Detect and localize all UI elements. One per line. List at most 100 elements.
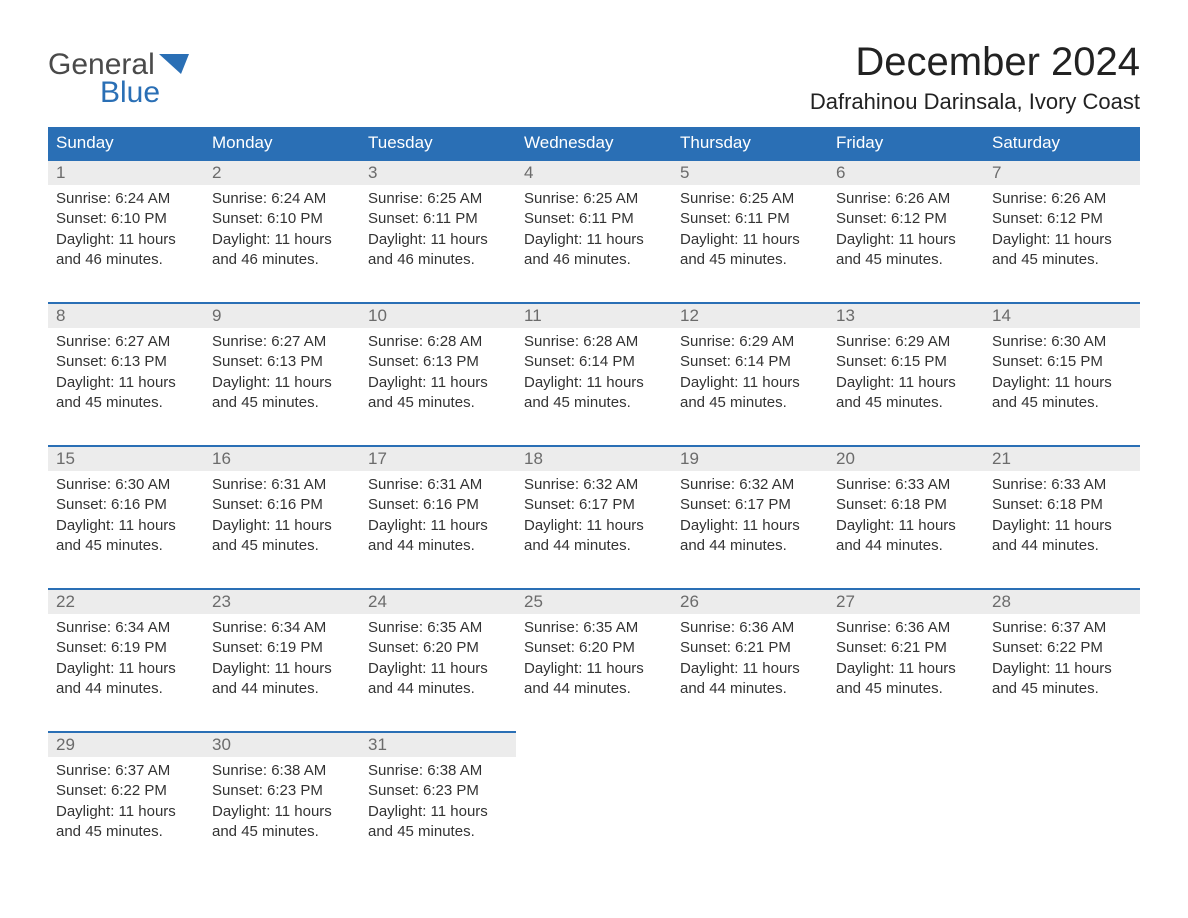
day-cell: 19Sunrise: 6:32 AMSunset: 6:17 PMDayligh… [672, 446, 828, 567]
week-row: 1Sunrise: 6:24 AMSunset: 6:10 PMDaylight… [48, 160, 1140, 281]
day-cell: 12Sunrise: 6:29 AMSunset: 6:14 PMDayligh… [672, 303, 828, 424]
day-sunrise: Sunrise: 6:27 AM [212, 332, 352, 352]
day-cell: 25Sunrise: 6:35 AMSunset: 6:20 PMDayligh… [516, 589, 672, 710]
day-sunrise: Sunrise: 6:31 AM [368, 475, 508, 495]
day-body: Sunrise: 6:38 AMSunset: 6:23 PMDaylight:… [204, 757, 360, 853]
day-body: Sunrise: 6:26 AMSunset: 6:12 PMDaylight:… [828, 185, 984, 281]
day-sunset: Sunset: 6:18 PM [992, 495, 1132, 515]
day-number: 17 [360, 447, 516, 471]
day-number: 24 [360, 590, 516, 614]
day-sunrise: Sunrise: 6:35 AM [368, 618, 508, 638]
day-cell: 20Sunrise: 6:33 AMSunset: 6:18 PMDayligh… [828, 446, 984, 567]
day-day1: Daylight: 11 hours [524, 516, 664, 536]
day-day2: and 46 minutes. [56, 250, 196, 270]
day-day1: Daylight: 11 hours [212, 230, 352, 250]
day-number: 20 [828, 447, 984, 471]
day-sunset: Sunset: 6:18 PM [836, 495, 976, 515]
day-body: Sunrise: 6:28 AMSunset: 6:14 PMDaylight:… [516, 328, 672, 424]
week-spacer [48, 710, 1140, 732]
day-day1: Daylight: 11 hours [836, 659, 976, 679]
day-cell: 7Sunrise: 6:26 AMSunset: 6:12 PMDaylight… [984, 160, 1140, 281]
day-sunrise: Sunrise: 6:32 AM [524, 475, 664, 495]
day-body: Sunrise: 6:33 AMSunset: 6:18 PMDaylight:… [984, 471, 1140, 567]
day-number: 23 [204, 590, 360, 614]
day-day1: Daylight: 11 hours [524, 373, 664, 393]
day-sunset: Sunset: 6:17 PM [524, 495, 664, 515]
day-body: Sunrise: 6:31 AMSunset: 6:16 PMDaylight:… [360, 471, 516, 567]
day-sunrise: Sunrise: 6:25 AM [524, 189, 664, 209]
dow-row: SundayMondayTuesdayWednesdayThursdayFrid… [48, 127, 1140, 160]
day-number: 28 [984, 590, 1140, 614]
day-number: 8 [48, 304, 204, 328]
day-sunset: Sunset: 6:12 PM [836, 209, 976, 229]
day-body: Sunrise: 6:34 AMSunset: 6:19 PMDaylight:… [204, 614, 360, 710]
day-day1: Daylight: 11 hours [836, 230, 976, 250]
day-day2: and 45 minutes. [56, 536, 196, 556]
day-sunset: Sunset: 6:21 PM [836, 638, 976, 658]
day-cell: 3Sunrise: 6:25 AMSunset: 6:11 PMDaylight… [360, 160, 516, 281]
day-sunset: Sunset: 6:15 PM [836, 352, 976, 372]
logo-word-blue: Blue [100, 76, 160, 110]
week-spacer [48, 424, 1140, 446]
day-number: 26 [672, 590, 828, 614]
day-number: 13 [828, 304, 984, 328]
title-block: December 2024 Dafrahinou Darinsala, Ivor… [810, 40, 1140, 115]
day-number: 5 [672, 161, 828, 185]
day-number: 29 [48, 733, 204, 757]
day-cell: 2Sunrise: 6:24 AMSunset: 6:10 PMDaylight… [204, 160, 360, 281]
day-body: Sunrise: 6:25 AMSunset: 6:11 PMDaylight:… [516, 185, 672, 281]
day-day1: Daylight: 11 hours [368, 373, 508, 393]
day-day1: Daylight: 11 hours [56, 659, 196, 679]
day-cell: 10Sunrise: 6:28 AMSunset: 6:13 PMDayligh… [360, 303, 516, 424]
day-sunrise: Sunrise: 6:25 AM [368, 189, 508, 209]
day-day1: Daylight: 11 hours [836, 373, 976, 393]
day-body: Sunrise: 6:25 AMSunset: 6:11 PMDaylight:… [360, 185, 516, 281]
day-number: 6 [828, 161, 984, 185]
day-cell: 17Sunrise: 6:31 AMSunset: 6:16 PMDayligh… [360, 446, 516, 567]
day-day2: and 45 minutes. [836, 393, 976, 413]
day-day1: Daylight: 11 hours [56, 516, 196, 536]
day-sunrise: Sunrise: 6:34 AM [56, 618, 196, 638]
day-day1: Daylight: 11 hours [212, 516, 352, 536]
day-number: 3 [360, 161, 516, 185]
day-body: Sunrise: 6:32 AMSunset: 6:17 PMDaylight:… [516, 471, 672, 567]
day-day1: Daylight: 11 hours [524, 659, 664, 679]
day-day2: and 44 minutes. [836, 536, 976, 556]
day-day1: Daylight: 11 hours [524, 230, 664, 250]
day-body: Sunrise: 6:24 AMSunset: 6:10 PMDaylight:… [48, 185, 204, 281]
day-day1: Daylight: 11 hours [212, 802, 352, 822]
day-sunset: Sunset: 6:11 PM [524, 209, 664, 229]
day-cell: 28Sunrise: 6:37 AMSunset: 6:22 PMDayligh… [984, 589, 1140, 710]
day-sunset: Sunset: 6:19 PM [212, 638, 352, 658]
day-body: Sunrise: 6:37 AMSunset: 6:22 PMDaylight:… [984, 614, 1140, 710]
day-cell: 5Sunrise: 6:25 AMSunset: 6:11 PMDaylight… [672, 160, 828, 281]
day-day2: and 44 minutes. [992, 536, 1132, 556]
day-sunset: Sunset: 6:14 PM [524, 352, 664, 372]
day-sunrise: Sunrise: 6:30 AM [56, 475, 196, 495]
day-body: Sunrise: 6:35 AMSunset: 6:20 PMDaylight:… [360, 614, 516, 710]
day-day2: and 44 minutes. [524, 536, 664, 556]
day-sunrise: Sunrise: 6:37 AM [992, 618, 1132, 638]
day-sunrise: Sunrise: 6:36 AM [836, 618, 976, 638]
day-number: 1 [48, 161, 204, 185]
day-cell: 1Sunrise: 6:24 AMSunset: 6:10 PMDaylight… [48, 160, 204, 281]
dow-friday: Friday [828, 127, 984, 160]
day-sunrise: Sunrise: 6:38 AM [368, 761, 508, 781]
day-sunrise: Sunrise: 6:36 AM [680, 618, 820, 638]
day-day2: and 45 minutes. [680, 393, 820, 413]
day-day2: and 45 minutes. [212, 822, 352, 842]
day-cell: 14Sunrise: 6:30 AMSunset: 6:15 PMDayligh… [984, 303, 1140, 424]
week-row: 15Sunrise: 6:30 AMSunset: 6:16 PMDayligh… [48, 446, 1140, 567]
day-day1: Daylight: 11 hours [212, 659, 352, 679]
week-row: 22Sunrise: 6:34 AMSunset: 6:19 PMDayligh… [48, 589, 1140, 710]
day-cell [516, 732, 672, 853]
week-spacer [48, 567, 1140, 589]
day-number: 7 [984, 161, 1140, 185]
calendar-table: SundayMondayTuesdayWednesdayThursdayFrid… [48, 127, 1140, 853]
day-sunrise: Sunrise: 6:26 AM [992, 189, 1132, 209]
day-sunset: Sunset: 6:22 PM [56, 781, 196, 801]
day-sunset: Sunset: 6:22 PM [992, 638, 1132, 658]
day-number: 30 [204, 733, 360, 757]
day-number: 4 [516, 161, 672, 185]
day-body: Sunrise: 6:36 AMSunset: 6:21 PMDaylight:… [672, 614, 828, 710]
